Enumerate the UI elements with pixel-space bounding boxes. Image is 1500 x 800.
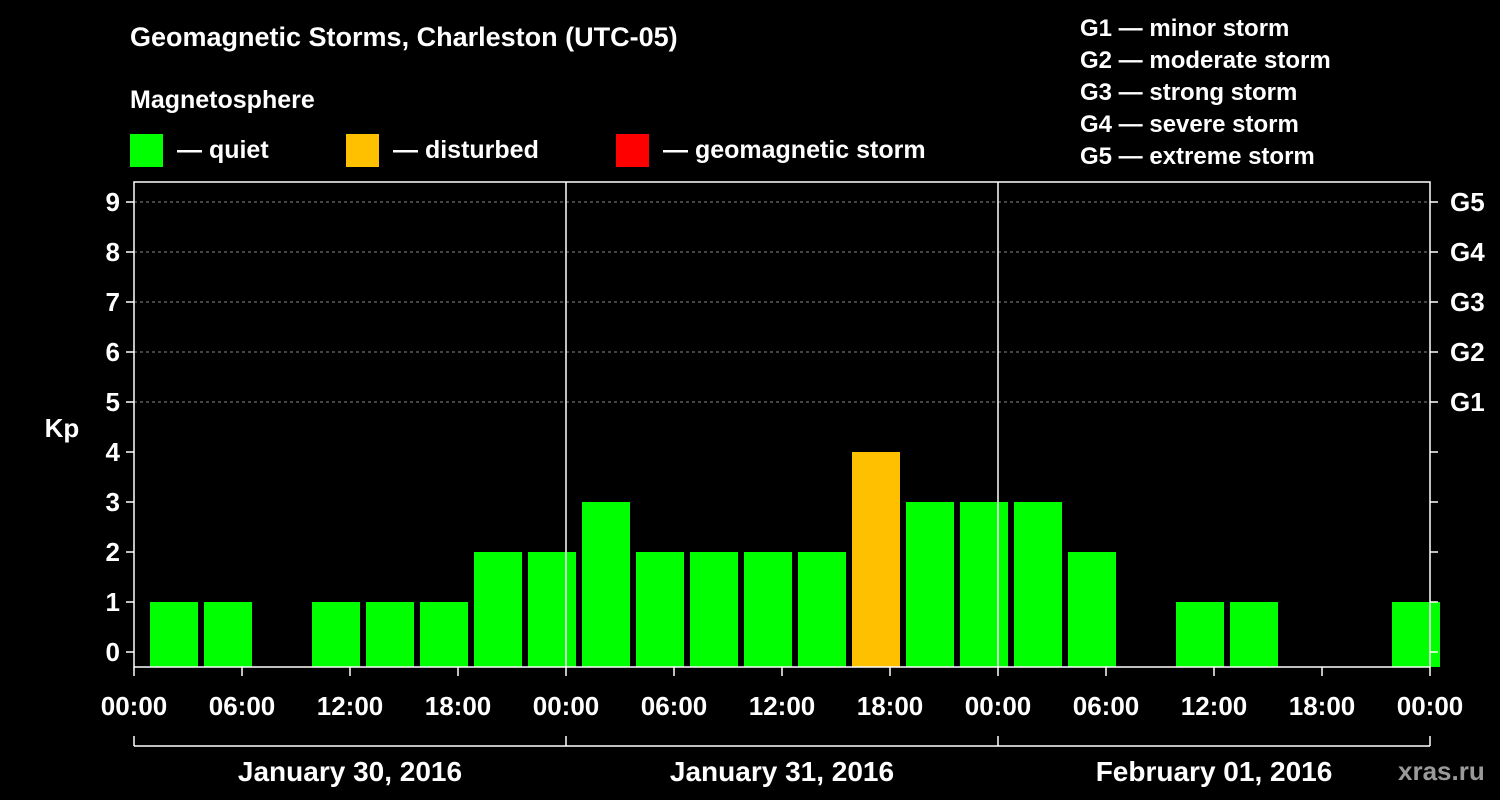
g-level-label-G1: G1	[1450, 387, 1485, 417]
x-tick-label-2: 12:00	[317, 691, 384, 721]
kp-bar-19	[1176, 602, 1224, 667]
kp-bar-12	[798, 552, 846, 667]
quiet-swatch	[130, 133, 163, 167]
y-axis-label: Kp	[45, 413, 80, 443]
x-tick-label-5: 06:00	[641, 691, 708, 721]
y-tick-label-9: 9	[106, 187, 120, 217]
magnetosphere-heading: Magnetosphere	[130, 86, 315, 114]
kp-bar-20	[1230, 602, 1278, 667]
kp-bar-10	[690, 552, 738, 667]
storm-label: — geomagnetic storm	[663, 135, 926, 164]
disturbed-label: — disturbed	[393, 135, 539, 164]
x-tick-label-3: 18:00	[425, 691, 492, 721]
legend-storm: — geomagnetic storm	[616, 133, 926, 167]
kp-bar-8	[582, 502, 630, 667]
y-tick-label-1: 1	[106, 587, 120, 617]
day-label-0: January 30, 2016	[238, 756, 462, 787]
y-tick-label-7: 7	[106, 287, 120, 317]
chart-title: Geomagnetic Storms, Charleston (UTC-05)	[130, 22, 678, 52]
g-level-label-G4: G4	[1450, 237, 1485, 267]
kp-bar-5	[420, 602, 468, 667]
kp-bar-7	[528, 552, 576, 667]
kp-bar-23	[1392, 602, 1440, 667]
y-tick-label-2: 2	[106, 537, 120, 567]
legend-quiet: — quiet	[130, 133, 269, 167]
y-tick-label-6: 6	[106, 337, 120, 367]
storm-scale-g2: G2 — moderate storm	[1080, 47, 1331, 74]
day-label-1: January 31, 2016	[670, 756, 894, 787]
x-tick-label-4: 00:00	[533, 691, 600, 721]
kp-bar-16	[1014, 502, 1062, 667]
storm-scale-g3: G3 — strong storm	[1080, 79, 1298, 106]
storm-swatch	[616, 133, 649, 167]
g-level-label-G2: G2	[1450, 337, 1485, 367]
y-tick-label-4: 4	[106, 437, 121, 467]
day-label-2: February 01, 2016	[1096, 756, 1333, 787]
x-tick-label-7: 18:00	[857, 691, 924, 721]
x-tick-label-10: 12:00	[1181, 691, 1248, 721]
storm-scale-g4: G4 — severe storm	[1080, 111, 1299, 138]
x-tick-label-8: 00:00	[965, 691, 1032, 721]
kp-bar-11	[744, 552, 792, 667]
kp-bar-15	[960, 502, 1008, 667]
quiet-label: — quiet	[177, 135, 269, 164]
storm-scale-g1: G1 — minor storm	[1080, 15, 1290, 42]
kp-bar-3	[312, 602, 360, 667]
kp-bar-13	[852, 452, 900, 667]
storm-scale-g5: G5 — extreme storm	[1080, 143, 1315, 170]
x-tick-label-0: 00:00	[101, 691, 168, 721]
y-tick-label-0: 0	[106, 637, 120, 667]
kp-bar-4	[366, 602, 414, 667]
storm-scale-legend: G1 — minor storm G2 — moderate storm G3 …	[1080, 13, 1331, 173]
kp-bar-1	[204, 602, 252, 667]
kp-bar-0	[150, 602, 198, 667]
kp-bar-6	[474, 552, 522, 667]
watermark: xras.ru	[1398, 756, 1485, 786]
g-level-label-G3: G3	[1450, 287, 1485, 317]
disturbed-swatch	[346, 133, 379, 167]
x-tick-label-11: 18:00	[1289, 691, 1356, 721]
x-tick-label-6: 12:00	[749, 691, 816, 721]
kp-bar-9	[636, 552, 684, 667]
x-tick-label-1: 06:00	[209, 691, 276, 721]
kp-bar-17	[1068, 552, 1116, 667]
y-tick-label-3: 3	[106, 487, 120, 517]
legend-disturbed: — disturbed	[346, 133, 539, 167]
y-tick-label-5: 5	[106, 387, 120, 417]
kp-bar-14	[906, 502, 954, 667]
y-tick-label-8: 8	[106, 237, 120, 267]
x-tick-label-12: 00:00	[1397, 691, 1464, 721]
g-level-label-G5: G5	[1450, 187, 1485, 217]
x-tick-label-9: 06:00	[1073, 691, 1140, 721]
